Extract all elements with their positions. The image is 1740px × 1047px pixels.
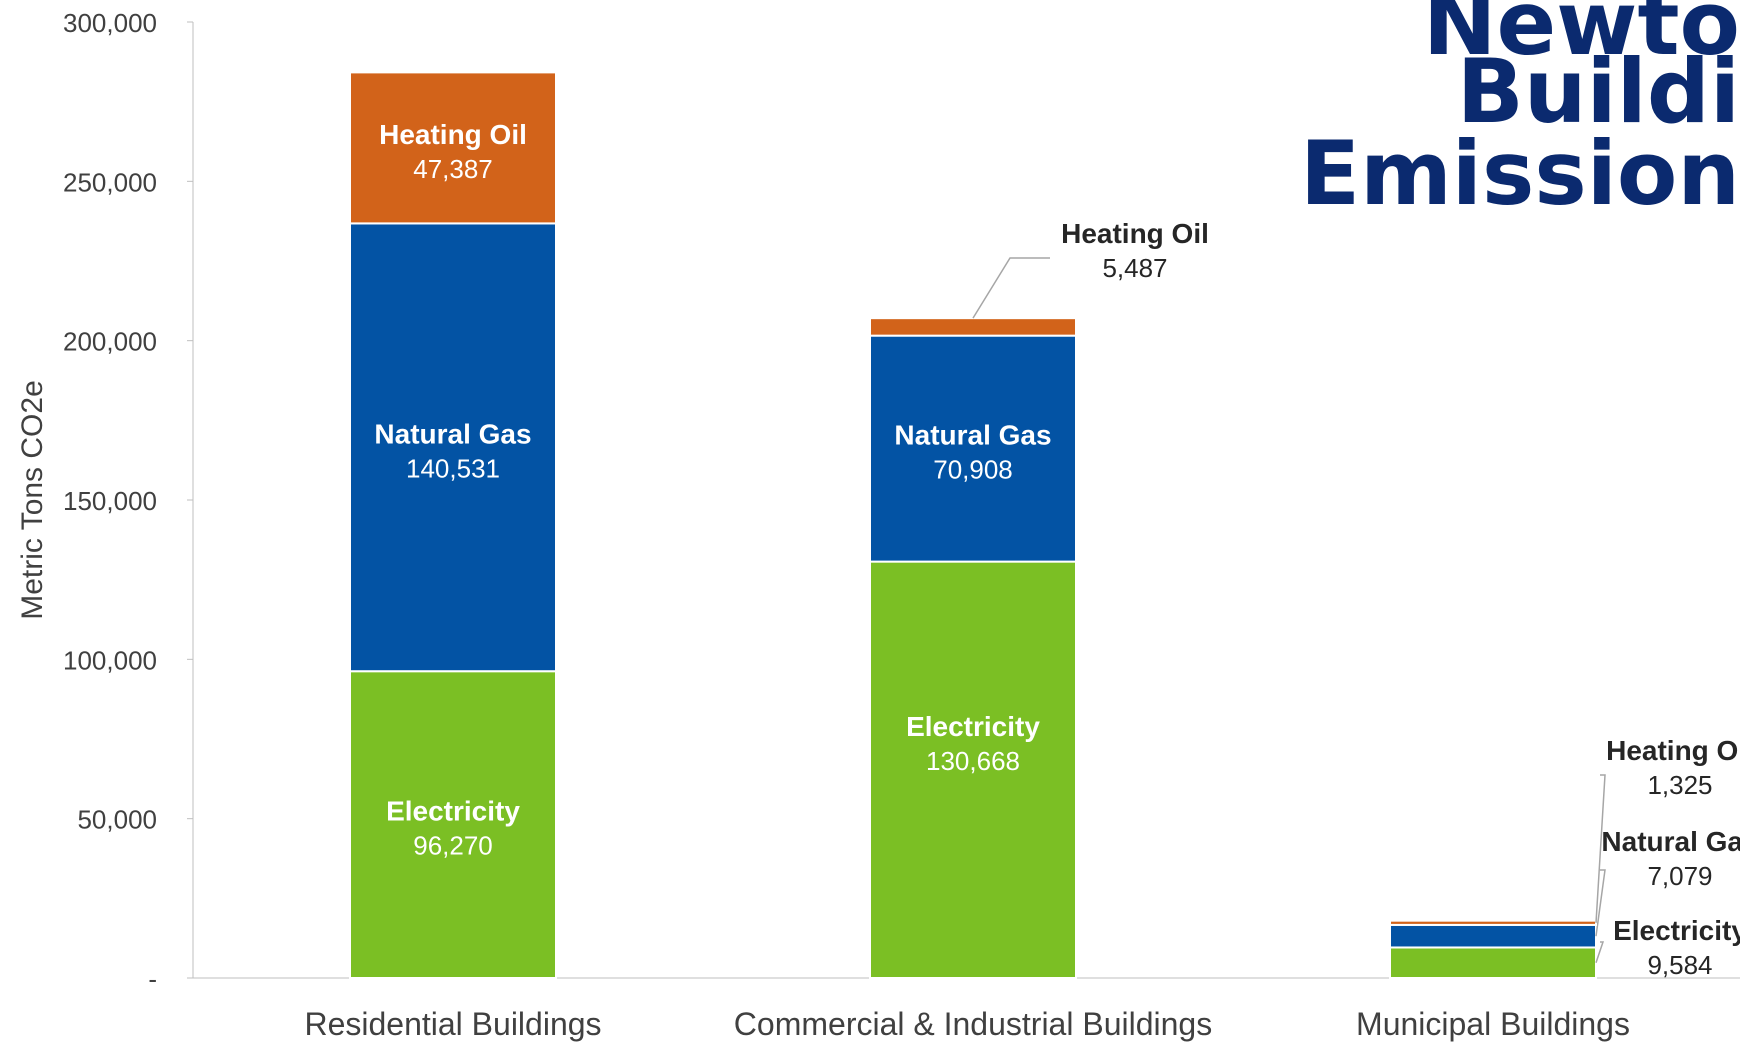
y-tick-label: 250,000 (63, 167, 157, 197)
data-label-value: 140,531 (406, 453, 500, 483)
y-tick-label: 300,000 (63, 8, 157, 38)
bar-segment-natural_gas (869, 334, 1077, 563)
data-label-value: 1,325 (1647, 770, 1712, 800)
data-label-value: 9,584 (1647, 950, 1712, 980)
title-line-1: Newto (1422, 0, 1740, 75)
leader-line (1595, 941, 1605, 963)
leader-line (1595, 774, 1606, 923)
bar-segment-heating_oil (349, 71, 557, 225)
data-label-name: Heating Oil (1061, 218, 1209, 249)
y-tick-label: 150,000 (63, 486, 157, 516)
title-line-3: Emission (1300, 122, 1740, 225)
data-label-name: Electricity (906, 711, 1040, 742)
data-label-name: Natural Gas (894, 420, 1051, 451)
x-category-label: Commercial & Industrial Buildings (734, 1006, 1212, 1042)
x-category-label: Residential Buildings (304, 1006, 601, 1042)
y-tick-label: 50,000 (77, 805, 157, 835)
data-label-value: 47,387 (413, 154, 493, 184)
data-label-value: 96,270 (413, 831, 493, 861)
leader-line (972, 257, 1050, 319)
data-label-value: 70,908 (933, 455, 1013, 485)
y-axis-title: Metric Tons CO2e (16, 380, 49, 620)
bar-segment-natural_gas (1389, 923, 1597, 949)
data-label-name: Electricity (386, 796, 520, 827)
data-label-name: Heating Oil (379, 119, 527, 150)
y-tick-label: - (148, 964, 157, 994)
data-label-name: Electricity (1613, 915, 1740, 946)
data-label-name: Natural Gas (374, 418, 531, 449)
title-line-2: Buildi (1456, 40, 1740, 143)
data-label-name: Heating Oil (1606, 735, 1740, 766)
data-label-value: 5,487 (1102, 253, 1167, 283)
bar-segment-electricity (869, 560, 1077, 979)
y-tick-label: 200,000 (63, 327, 157, 357)
bar-segment-electricity (1389, 946, 1597, 979)
y-tick-label: 100,000 (63, 645, 157, 675)
data-label-value: 130,668 (926, 746, 1020, 776)
bar-segment-heating_oil (1389, 919, 1597, 926)
bar-segment-heating_oil (869, 317, 1077, 337)
x-category-label: Municipal Buildings (1356, 1006, 1630, 1042)
data-label-value: 7,079 (1647, 861, 1712, 891)
leader-line (1595, 869, 1606, 937)
data-label-name: Natural Gas (1601, 826, 1740, 857)
